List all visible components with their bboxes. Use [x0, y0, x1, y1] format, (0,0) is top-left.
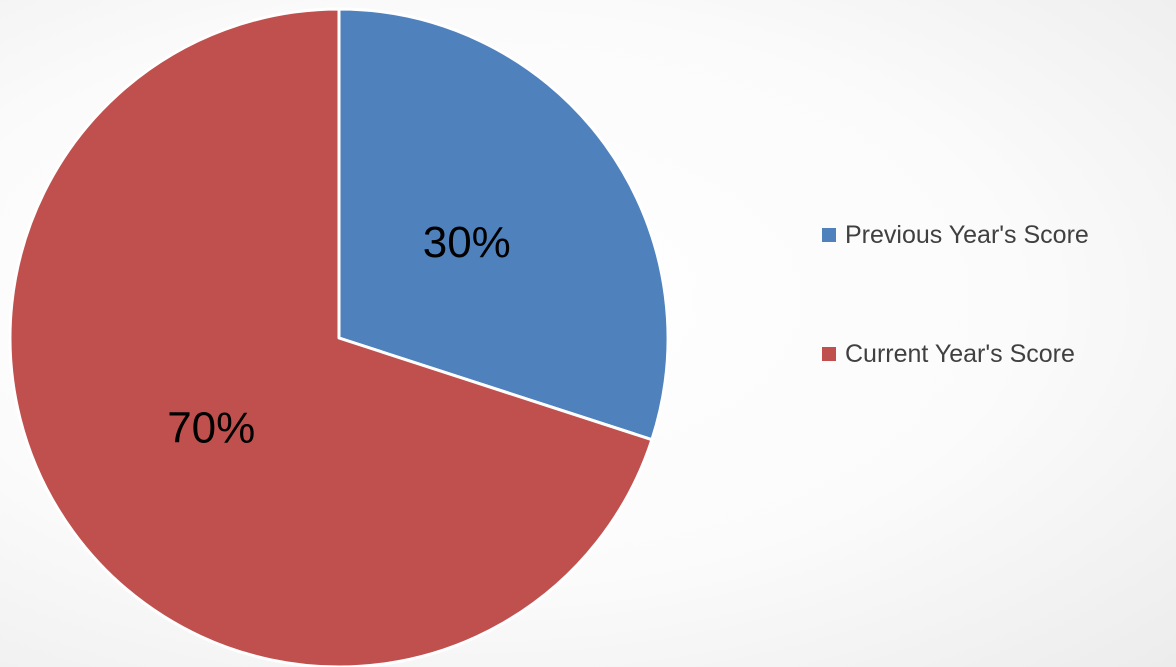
slice-current-year	[8, 7, 654, 667]
slice-previous-year	[337, 7, 670, 442]
legend-swatch-current-year	[822, 347, 836, 361]
legend-label-previous-year: Previous Year's Score	[845, 220, 1089, 249]
legend-item-current-year: Current Year's Score	[822, 338, 1176, 370]
legend: Previous Year's Score Current Year's Sco…	[822, 219, 1176, 457]
data-label-previous-year: 30%	[423, 218, 511, 267]
data-label-current-year: 70%	[167, 403, 255, 452]
legend-swatch-previous-year	[822, 228, 836, 242]
legend-label-current-year: Current Year's Score	[845, 339, 1075, 368]
legend-item-previous-year: Previous Year's Score	[822, 219, 1176, 251]
